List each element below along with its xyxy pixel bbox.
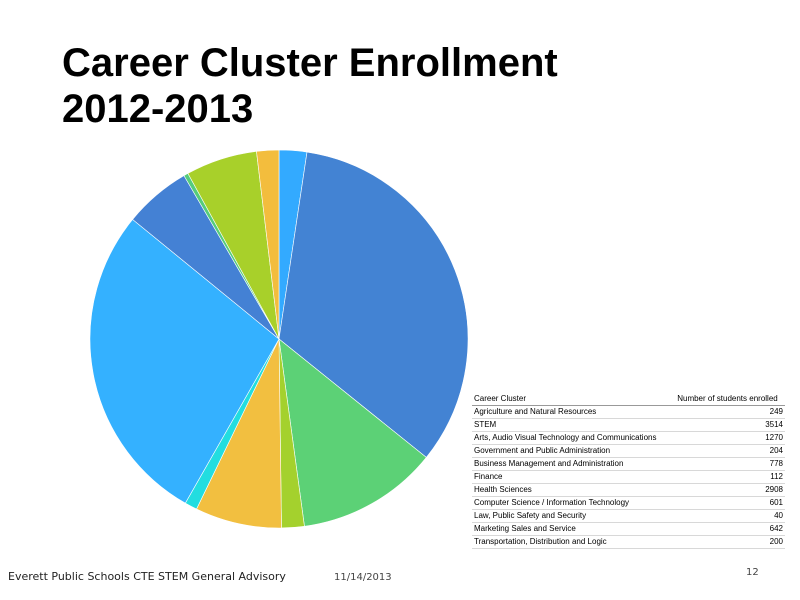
pie-slice-arts-audio-visual-technology-and-communications bbox=[278, 338, 427, 527]
table-row: Government and Public Administration 204 bbox=[472, 444, 785, 458]
table-row: Law, Public Safety and Security 40 bbox=[472, 509, 785, 523]
cluster-name-cell: Finance bbox=[472, 470, 668, 484]
cluster-name-cell: Computer Science / Information Technolog… bbox=[472, 496, 668, 510]
pie-slice-transportation-distribution-and-logic bbox=[256, 149, 280, 340]
cluster-name-cell: Government and Public Administration bbox=[472, 444, 668, 458]
slide-title: Career Cluster Enrollment 2012-2013 bbox=[62, 40, 558, 132]
table-row: Finance 112 bbox=[472, 470, 785, 484]
enrollment-count-cell: 1270 bbox=[667, 431, 785, 445]
cluster-name-cell: Transportation, Distribution and Logic bbox=[472, 535, 668, 549]
enrollment-count-cell: 601 bbox=[667, 496, 785, 510]
enrollment-table: Career Cluster Number of students enroll… bbox=[472, 393, 785, 549]
enrollment-count-cell: 642 bbox=[667, 522, 785, 536]
cluster-name-cell: Business Management and Administration bbox=[472, 457, 668, 471]
enrollment-count-cell: 778 bbox=[667, 457, 785, 471]
page-number: 12 bbox=[746, 567, 759, 578]
cluster-name-cell: Health Sciences bbox=[472, 483, 668, 497]
table-row: Marketing Sales and Service 642 bbox=[472, 522, 785, 536]
table-row: Computer Science / Information Technolog… bbox=[472, 496, 785, 510]
cluster-name-cell: STEM bbox=[472, 418, 668, 432]
enrollment-count-cell: 2908 bbox=[667, 483, 785, 497]
cluster-name-cell: Marketing Sales and Service bbox=[472, 522, 668, 536]
header-career-cluster: Career Cluster bbox=[472, 393, 668, 406]
enrollment-count-cell: 112 bbox=[667, 470, 785, 484]
enrollment-count-cell: 40 bbox=[667, 509, 785, 523]
enrollment-count-cell: 3514 bbox=[667, 418, 785, 432]
cluster-name-cell: Arts, Audio Visual Technology and Commun… bbox=[472, 431, 668, 445]
pie-slice-stem bbox=[278, 151, 469, 458]
header-students-enrolled: Number of students enrolled bbox=[667, 393, 785, 406]
table-header-row: Career Cluster Number of students enroll… bbox=[472, 393, 785, 406]
footer-date: 11/14/2013 bbox=[334, 572, 392, 583]
enrollment-count-cell: 204 bbox=[667, 444, 785, 458]
table-row: STEM 3514 bbox=[472, 418, 785, 432]
pie-slice-health-sciences bbox=[89, 219, 280, 504]
table-row: Arts, Audio Visual Technology and Commun… bbox=[472, 431, 785, 445]
enrollment-count-cell: 200 bbox=[667, 535, 785, 549]
title-line-2: 2012-2013 bbox=[62, 87, 254, 131]
table-row: Business Management and Administration 77… bbox=[472, 457, 785, 471]
enrollment-count-cell: 249 bbox=[667, 405, 785, 419]
cluster-name-cell: Agriculture and Natural Resources bbox=[472, 405, 668, 419]
cluster-name-cell: Law, Public Safety and Security bbox=[472, 509, 668, 523]
footer-organization: Everett Public Schools CTE STEM General … bbox=[8, 570, 286, 583]
table-row: Health Sciences 2908 bbox=[472, 483, 785, 497]
title-line-1: Career Cluster Enrollment bbox=[62, 41, 558, 85]
table-row: Transportation, Distribution and Logic 20… bbox=[472, 535, 785, 549]
table-row: Agriculture and Natural Resources 249 bbox=[472, 405, 785, 419]
